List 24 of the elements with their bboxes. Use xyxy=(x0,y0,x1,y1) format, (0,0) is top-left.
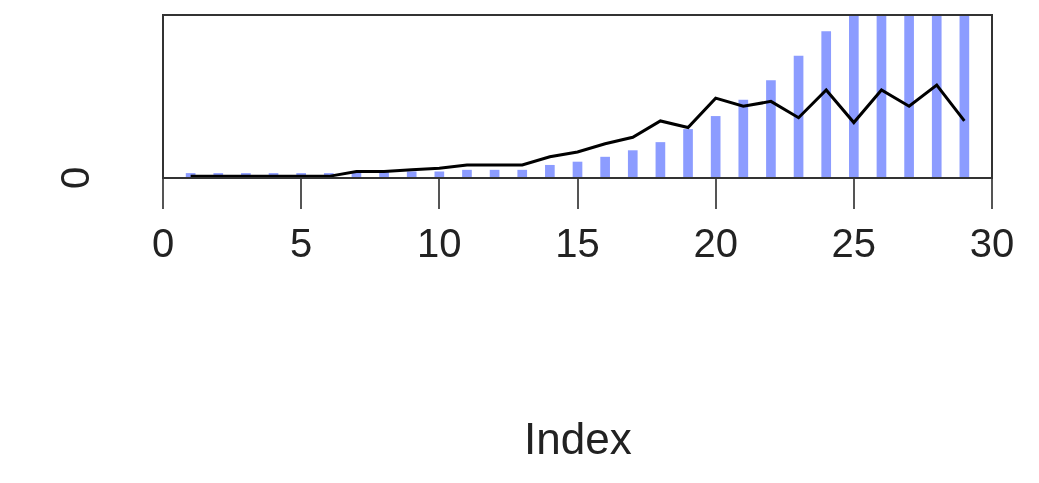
bar xyxy=(959,15,970,178)
bar xyxy=(849,15,859,178)
bar xyxy=(406,171,417,178)
x-tick-label: 30 xyxy=(969,221,1015,265)
x-tick-label: 15 xyxy=(555,221,600,265)
x-axis-title: Index xyxy=(524,414,632,463)
bar xyxy=(738,99,749,178)
bar xyxy=(683,129,693,178)
bar xyxy=(545,164,555,178)
bar xyxy=(655,142,666,178)
text: 0 xyxy=(53,166,98,190)
bar xyxy=(821,31,832,178)
bar xyxy=(627,150,638,178)
x-tick-label: 10 xyxy=(417,221,462,265)
bar xyxy=(766,80,776,178)
x-tick-label: 25 xyxy=(831,221,877,265)
bar xyxy=(904,15,914,178)
bar xyxy=(876,15,887,178)
bar xyxy=(600,156,610,178)
bar xyxy=(710,116,721,178)
x-tick-label: 0 xyxy=(151,221,175,265)
bar xyxy=(931,15,942,178)
x-tick-label: 20 xyxy=(693,221,738,265)
x-tick-label: 5 xyxy=(290,221,313,265)
